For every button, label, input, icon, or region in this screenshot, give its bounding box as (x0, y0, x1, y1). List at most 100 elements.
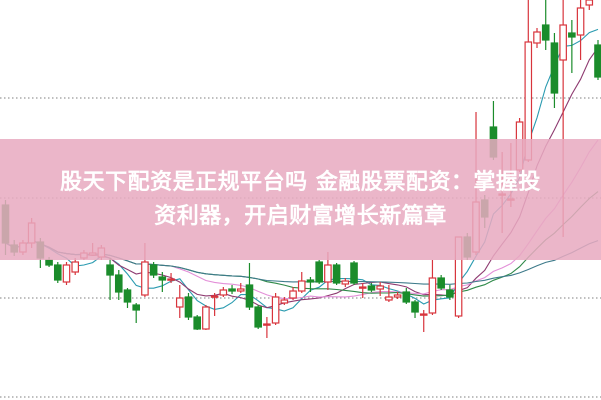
candle-body (158, 276, 167, 281)
candle (289, 287, 297, 300)
candle-body (324, 264, 332, 283)
candle (550, 33, 559, 108)
candle (568, 20, 576, 73)
candle-body (568, 32, 576, 38)
candle-body (306, 279, 315, 283)
candle (376, 282, 384, 296)
candle-body (533, 31, 541, 44)
candle-body (184, 296, 193, 318)
candle-body (437, 277, 445, 289)
candle (385, 285, 393, 302)
candle (158, 272, 167, 292)
candle (411, 300, 419, 318)
candle-body (594, 44, 601, 78)
candle-body (315, 261, 323, 283)
candle (402, 288, 411, 304)
candle (202, 305, 210, 330)
candle-body (550, 42, 559, 94)
candle (62, 262, 71, 285)
candle (393, 292, 402, 299)
candle (341, 278, 350, 287)
candle-body (210, 295, 219, 298)
candle (428, 260, 437, 315)
candle-body (376, 285, 384, 290)
candle (184, 293, 193, 320)
candle (254, 305, 262, 329)
candle (576, 0, 585, 60)
candle-body (297, 280, 306, 292)
candle (367, 283, 376, 292)
candle (306, 277, 315, 292)
candle-body (123, 289, 132, 303)
candle (533, 28, 541, 48)
candle-body (446, 289, 454, 298)
candle-body (106, 264, 114, 276)
candle-body (149, 264, 158, 276)
candle (123, 288, 132, 308)
candle-body (228, 288, 236, 292)
candle (236, 283, 245, 293)
candle (437, 275, 445, 290)
candle-body (358, 286, 367, 289)
candle-body (141, 261, 149, 296)
candle (175, 285, 184, 318)
candle (594, 40, 601, 80)
candle (524, 0, 533, 162)
candle (132, 303, 140, 323)
candle (280, 297, 289, 305)
candle (71, 258, 80, 275)
candle-body (202, 306, 210, 330)
candle (297, 272, 306, 293)
candle-body (332, 264, 341, 284)
candle-body (585, 0, 594, 6)
candle (419, 310, 428, 332)
candle-body (219, 289, 228, 296)
candle-body (167, 278, 175, 281)
candle (263, 317, 271, 338)
banner-title-line1: 股天下配资是正规平台吗 金融股票配资：掌握投 (60, 169, 541, 195)
candle-body (132, 304, 140, 311)
candle (106, 258, 114, 300)
candle-body (114, 274, 123, 293)
candle (219, 287, 228, 297)
candle-body (193, 316, 201, 330)
candle (332, 263, 341, 285)
candle-body (393, 294, 402, 298)
candle-body (402, 291, 411, 303)
candle-body (289, 290, 297, 299)
candle-body (541, 24, 550, 41)
candle-body (341, 280, 350, 285)
candle (350, 261, 358, 285)
candle (358, 283, 367, 298)
candle-body (559, 24, 567, 61)
candle (228, 285, 236, 294)
candle-body (367, 285, 376, 291)
candle-body (411, 301, 419, 313)
candle (114, 270, 123, 300)
candle-body (62, 264, 71, 283)
candle (271, 293, 280, 325)
candle-body (245, 284, 254, 308)
candle-body (263, 323, 271, 326)
candle-body (428, 277, 437, 314)
candle-body (45, 259, 53, 266)
candle (446, 285, 454, 300)
candle (245, 263, 254, 310)
candle (167, 273, 175, 283)
candle-body (236, 288, 245, 292)
candle-body (175, 297, 184, 308)
candle-body (271, 296, 280, 324)
candle-body (419, 313, 428, 316)
candle (585, 0, 594, 10)
candle (210, 293, 219, 316)
banner-title-line2: 资利器，开启财富增长新篇章 (154, 203, 447, 229)
candle-body (280, 299, 289, 304)
candle (193, 315, 201, 330)
candle-body (576, 7, 585, 36)
candle (541, 0, 550, 50)
candle-body (254, 306, 262, 328)
candle (315, 260, 323, 284)
candle-body (71, 261, 80, 273)
candle (149, 262, 158, 278)
